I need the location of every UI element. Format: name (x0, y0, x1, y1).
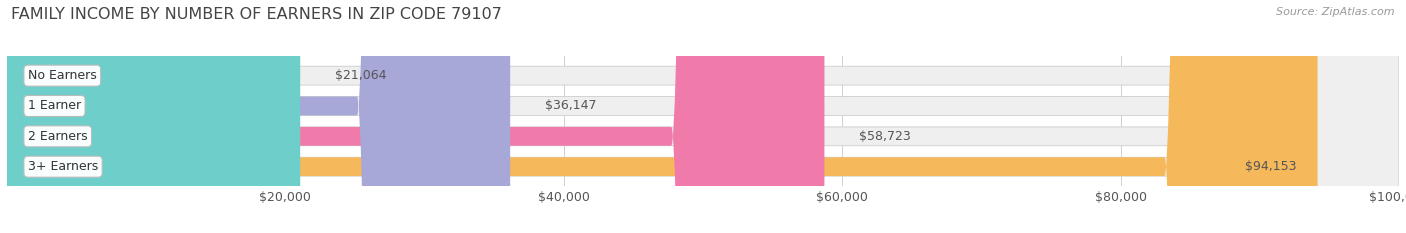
FancyBboxPatch shape (7, 0, 1399, 233)
Text: $21,064: $21,064 (335, 69, 387, 82)
Text: 3+ Earners: 3+ Earners (28, 160, 98, 173)
FancyBboxPatch shape (7, 0, 1317, 233)
Text: FAMILY INCOME BY NUMBER OF EARNERS IN ZIP CODE 79107: FAMILY INCOME BY NUMBER OF EARNERS IN ZI… (11, 7, 502, 22)
FancyBboxPatch shape (7, 0, 824, 233)
Text: No Earners: No Earners (28, 69, 97, 82)
FancyBboxPatch shape (7, 0, 510, 233)
Text: Source: ZipAtlas.com: Source: ZipAtlas.com (1277, 7, 1395, 17)
Text: $36,147: $36,147 (546, 99, 596, 113)
FancyBboxPatch shape (7, 0, 301, 233)
FancyBboxPatch shape (7, 0, 1399, 233)
Text: 1 Earner: 1 Earner (28, 99, 82, 113)
Text: $58,723: $58,723 (859, 130, 911, 143)
FancyBboxPatch shape (7, 0, 1399, 233)
FancyBboxPatch shape (7, 0, 1399, 233)
Text: 2 Earners: 2 Earners (28, 130, 87, 143)
Text: $94,153: $94,153 (1246, 160, 1296, 173)
